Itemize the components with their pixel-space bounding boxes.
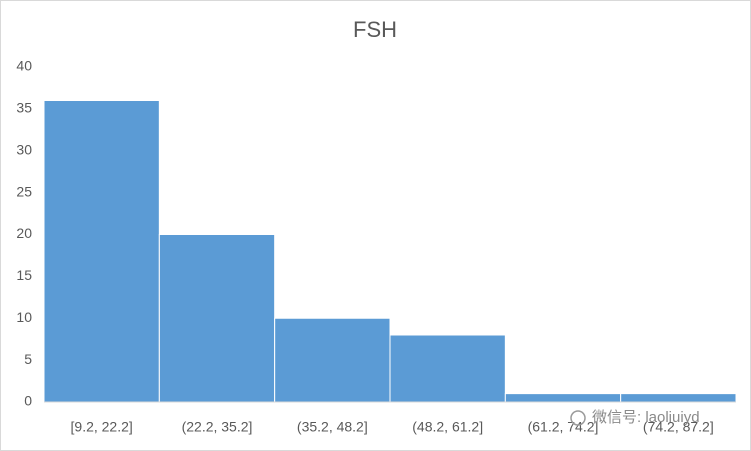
y-tick-label: 20 bbox=[16, 225, 32, 241]
y-tick-label: 25 bbox=[16, 183, 32, 199]
chart-title: FSH bbox=[353, 17, 397, 42]
y-tick-label: 5 bbox=[24, 351, 32, 367]
bar bbox=[504, 393, 622, 403]
y-tick-label: 10 bbox=[16, 309, 32, 325]
bar bbox=[43, 100, 160, 403]
bar bbox=[274, 317, 391, 403]
y-tick-label: 15 bbox=[16, 267, 32, 283]
x-tick-label: (61.2, 74.2] bbox=[528, 419, 599, 435]
y-tick-label: 0 bbox=[24, 393, 32, 409]
watermark: 微信号: laoliuiyd bbox=[592, 409, 700, 426]
watermark-icon bbox=[570, 410, 586, 426]
y-tick-label: 35 bbox=[16, 100, 32, 116]
y-tick-label: 40 bbox=[16, 58, 32, 74]
x-tick-label: [9.2, 22.2] bbox=[71, 419, 133, 435]
bar bbox=[389, 334, 506, 403]
x-tick-label: (22.2, 35.2] bbox=[182, 419, 253, 435]
x-tick-label: (35.2, 48.2] bbox=[297, 419, 368, 435]
x-tick-label: (48.2, 61.2] bbox=[412, 419, 483, 435]
bar bbox=[620, 393, 737, 403]
x-tick-label: (74.2, 87.2] bbox=[643, 419, 714, 435]
bar bbox=[158, 234, 276, 403]
y-tick-label: 30 bbox=[16, 141, 32, 157]
